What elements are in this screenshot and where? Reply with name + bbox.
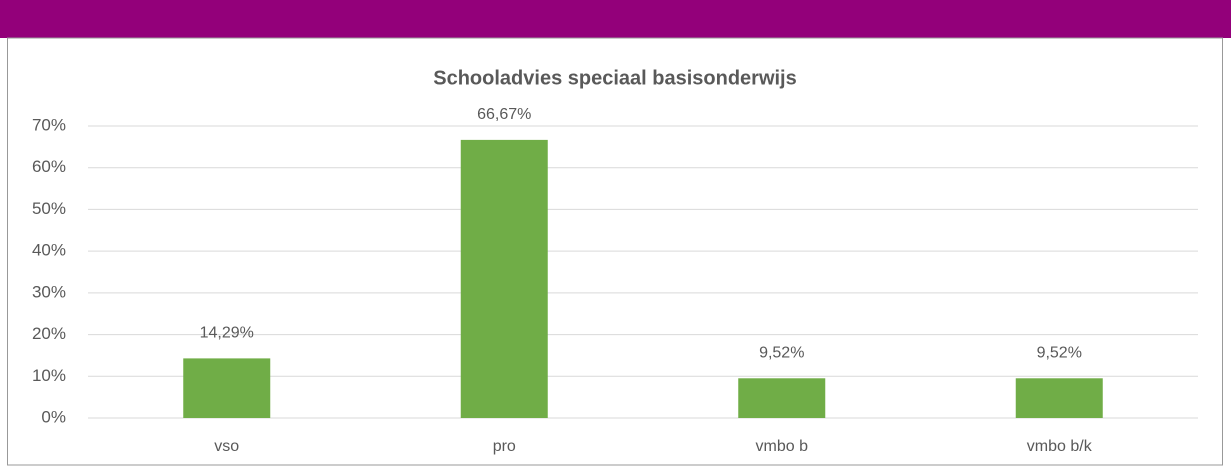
x-tick-label: vmbo b/k xyxy=(1027,438,1093,455)
y-tick-label: 30% xyxy=(32,282,66,301)
bar xyxy=(1015,378,1103,418)
y-tick-label: 50% xyxy=(32,199,66,218)
x-tick-label: vso xyxy=(214,438,239,455)
y-tick-label: 70% xyxy=(32,115,66,134)
header-band xyxy=(0,0,1231,38)
x-tick-label: vmbo b xyxy=(756,438,809,455)
data-label: 14,29% xyxy=(200,325,254,342)
bar xyxy=(738,378,826,418)
y-tick-label: 0% xyxy=(41,407,66,426)
data-label: 66,67% xyxy=(477,106,531,123)
data-label: 9,52% xyxy=(1037,345,1082,362)
y-tick-label: 60% xyxy=(32,157,66,176)
bar xyxy=(460,139,548,418)
y-tick-label: 40% xyxy=(32,241,66,260)
bar xyxy=(183,358,271,418)
data-label: 9,52% xyxy=(759,345,804,362)
chart-title: Schooladvies speciaal basisonderwijs xyxy=(433,67,797,89)
x-tick-label: pro xyxy=(493,438,516,455)
y-tick-label: 20% xyxy=(32,324,66,343)
y-tick-label: 10% xyxy=(32,366,66,385)
